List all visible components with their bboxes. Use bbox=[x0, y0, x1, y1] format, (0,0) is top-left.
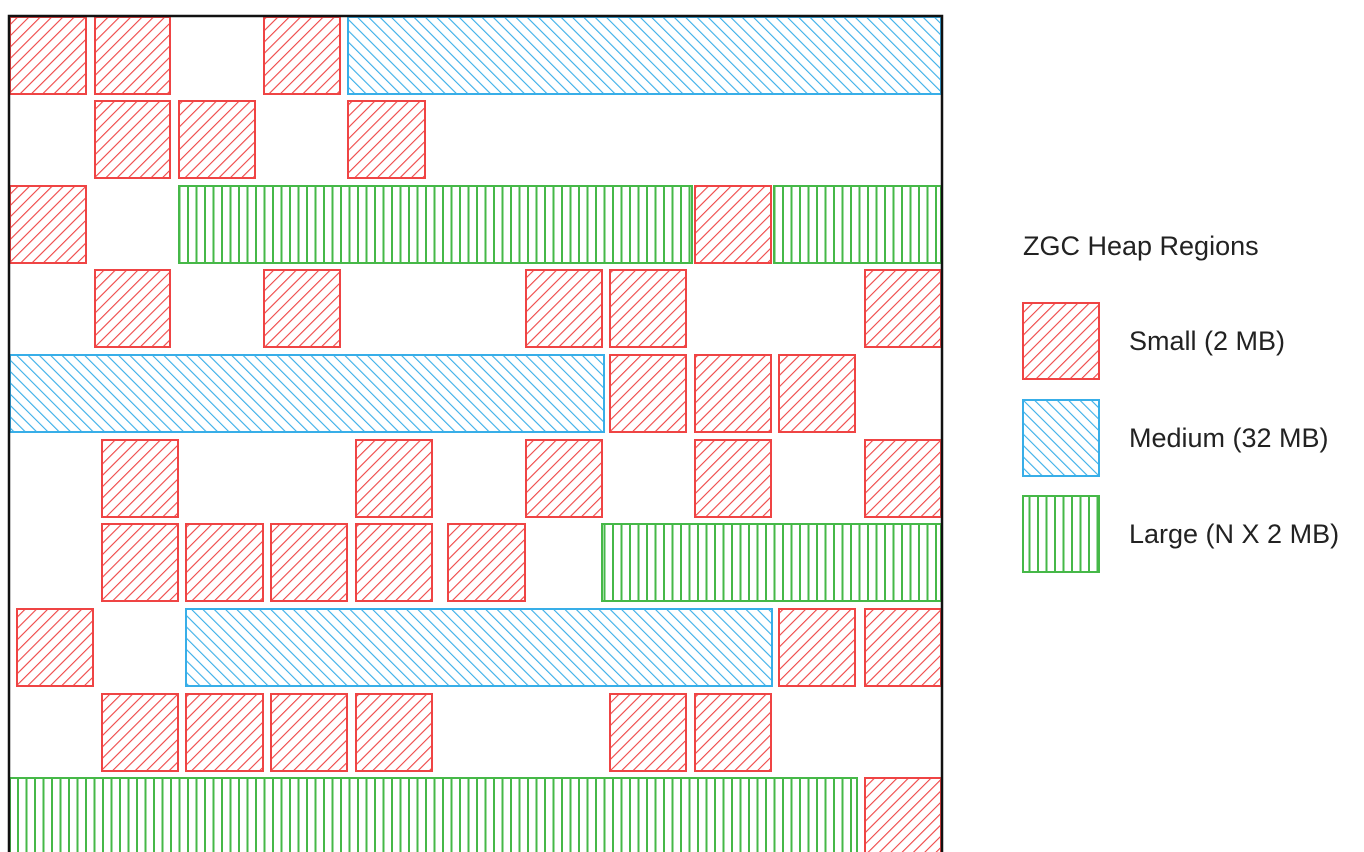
heap-region-small bbox=[16, 608, 94, 687]
heap-region-small bbox=[101, 439, 179, 518]
heap-region-small bbox=[101, 693, 179, 772]
heap-region-small bbox=[864, 269, 942, 348]
heap-region-small bbox=[864, 608, 942, 687]
heap-region-small bbox=[185, 693, 264, 772]
legend-swatch-medium bbox=[1022, 399, 1100, 477]
heap-region-small bbox=[347, 100, 426, 179]
heap-region-large bbox=[9, 777, 858, 852]
heap-region-small bbox=[263, 16, 341, 95]
heap-frame bbox=[7, 14, 944, 852]
heap-region-small bbox=[778, 354, 856, 433]
heap-region-small bbox=[355, 523, 433, 602]
heap-region-small bbox=[694, 185, 772, 264]
legend-swatch-large bbox=[1022, 495, 1100, 573]
heap-region-small bbox=[355, 693, 433, 772]
heap-region-small bbox=[778, 608, 856, 687]
heap-region-small bbox=[864, 439, 942, 518]
heap-region-small bbox=[94, 16, 171, 95]
heap-region-small bbox=[525, 269, 603, 348]
heap-region-large bbox=[773, 185, 942, 264]
heap-region-large bbox=[178, 185, 693, 264]
heap-region-small bbox=[94, 100, 171, 179]
legend-title: ZGC Heap Regions bbox=[1023, 231, 1259, 261]
legend-swatch-small bbox=[1022, 302, 1100, 380]
heap-region-small bbox=[864, 777, 942, 852]
heap-region-small bbox=[609, 693, 687, 772]
heap-region-medium bbox=[9, 354, 605, 433]
heap-region-small bbox=[270, 693, 348, 772]
heap-region-small bbox=[609, 269, 687, 348]
heap-region-small bbox=[525, 439, 603, 518]
legend-label-medium: Medium (32 MB) bbox=[1129, 423, 1329, 453]
heap-region-small bbox=[270, 523, 348, 602]
legend-label-large: Large (N X 2 MB) bbox=[1129, 519, 1339, 549]
legend-item-large: Large (N X 2 MB) bbox=[1022, 495, 1339, 573]
heap-region-small bbox=[178, 100, 256, 179]
heap-region-small bbox=[9, 185, 87, 264]
heap-regions bbox=[9, 16, 942, 852]
heap-region-small bbox=[694, 354, 772, 433]
heap-region-large bbox=[601, 523, 942, 602]
heap-region-small bbox=[355, 439, 433, 518]
heap-region-small bbox=[9, 16, 87, 95]
legend: ZGC Heap Regions Small (2 MB) Medium (32… bbox=[1022, 231, 1339, 573]
heap-region-small bbox=[263, 269, 341, 348]
heap-region-small bbox=[94, 269, 171, 348]
heap-region-small bbox=[694, 439, 772, 518]
heap-region-small bbox=[185, 523, 264, 602]
legend-label-small: Small (2 MB) bbox=[1129, 326, 1285, 356]
heap-region-medium bbox=[185, 608, 773, 687]
heap-region-small bbox=[694, 693, 772, 772]
legend-item-small: Small (2 MB) bbox=[1022, 302, 1285, 380]
legend-item-medium: Medium (32 MB) bbox=[1022, 399, 1329, 477]
heap-region-small bbox=[447, 523, 526, 602]
heap-region-small bbox=[609, 354, 687, 433]
heap-region-medium bbox=[347, 16, 942, 95]
heap-region-small bbox=[101, 523, 179, 602]
